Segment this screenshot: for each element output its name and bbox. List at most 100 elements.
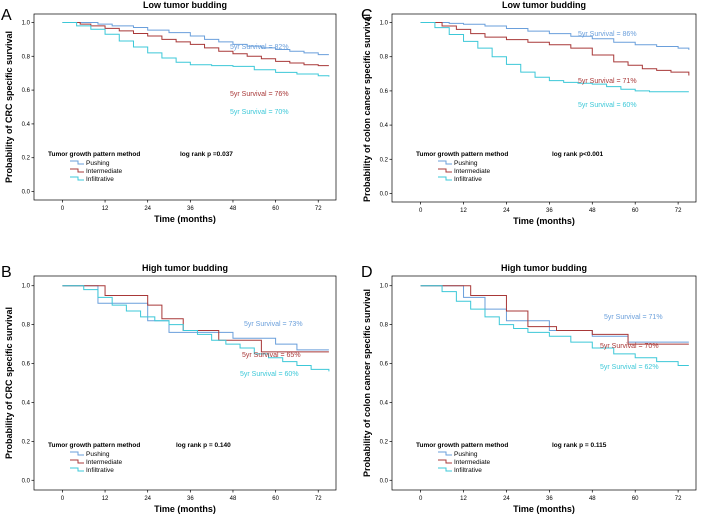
survival-curve-infiltrative xyxy=(420,22,689,93)
legend-swatch-intermediate xyxy=(70,168,84,173)
y-tick-label: 0.0 xyxy=(380,191,389,197)
legend-label-pushing: Pushing xyxy=(454,451,478,458)
survival-annotation-pushing: 5yr Survival = 71% xyxy=(604,314,663,321)
y-tick-label: 0.6 xyxy=(22,88,31,94)
logrank-text: log rank p =0.037 xyxy=(180,151,233,158)
legend-title: Tumor growth pattern method xyxy=(416,442,508,449)
x-tick-label: 36 xyxy=(187,496,194,502)
legend-label-infiltrative: Infiltrative xyxy=(86,467,114,474)
chart-panel-c: C Low tumor budding 0 12 24 36 48 60 72 0.0 0.2 0.4… xyxy=(361,0,697,226)
chart-title: Low tumor budding xyxy=(502,0,586,10)
y-axis-label: Probability of colon cancer specific sur… xyxy=(362,14,372,202)
x-tick-label: 12 xyxy=(460,496,467,502)
y-tick-label: 0.6 xyxy=(22,362,31,368)
legend-swatch-pushing xyxy=(70,451,84,456)
survival-curve-infiltrative xyxy=(420,285,689,366)
plot-frame xyxy=(33,13,337,201)
y-tick-label: 0.2 xyxy=(22,439,31,445)
survival-annotation-infiltrative: 5yr Survival = 60% xyxy=(578,102,637,109)
panel-letter: A xyxy=(1,7,12,24)
survival-annotation-infiltrative: 5yr Survival = 62% xyxy=(600,364,659,371)
survival-curve-intermediate xyxy=(420,285,689,345)
legend-label-pushing: Pushing xyxy=(86,160,110,167)
x-tick-label: 36 xyxy=(546,496,553,502)
survival-curve-intermediate xyxy=(62,285,329,353)
y-axis-label: Probability of CRC specific survival xyxy=(4,307,14,459)
logrank-text: log rank p = 0.140 xyxy=(176,442,231,449)
survival-curve-pushing xyxy=(62,21,329,56)
chart-panel-d: D High tumor budding 0 12 24 36 48 60 72 0.0 0.2 0.… xyxy=(361,263,697,514)
x-tick-label: 24 xyxy=(144,496,151,502)
legend-swatch-pushing xyxy=(70,160,84,165)
x-tick-label: 24 xyxy=(503,208,510,214)
panel-letter: D xyxy=(361,264,373,281)
survival-annotation-intermediate: 5yr Survival = 76% xyxy=(230,91,289,98)
legend-label-intermediate: Intermediate xyxy=(86,168,123,175)
x-tick-label: 0 xyxy=(419,496,423,502)
legend-label-intermediate: Intermediate xyxy=(86,459,123,466)
survival-curve-infiltrative xyxy=(62,285,330,372)
y-tick-label: 0.8 xyxy=(22,323,31,329)
survival-annotation-pushing: 5yr Survival = 86% xyxy=(578,31,637,38)
y-tick-label: 0.2 xyxy=(380,439,389,445)
chart-title: High tumor budding xyxy=(142,263,228,273)
x-tick-label: 12 xyxy=(102,206,109,212)
legend-label-intermediate: Intermediate xyxy=(454,459,491,466)
x-tick-label: 0 xyxy=(61,496,65,502)
survival-curve-intermediate xyxy=(420,22,690,76)
y-tick-label: 0.8 xyxy=(380,55,389,61)
x-tick-label: 36 xyxy=(546,208,553,214)
x-tick-label: 60 xyxy=(272,496,279,502)
x-tick-label: 0 xyxy=(61,206,65,212)
survival-curve-infiltrative xyxy=(62,21,330,77)
y-tick-label: 0.2 xyxy=(22,156,31,162)
x-tick-label: 0 xyxy=(419,208,423,214)
logrank-text: log rank p<0.001 xyxy=(552,151,604,158)
legend-swatch-intermediate xyxy=(438,459,452,464)
x-tick-label: 60 xyxy=(272,206,279,212)
x-tick-label: 48 xyxy=(589,208,596,214)
y-tick-label: 0.4 xyxy=(380,123,389,129)
x-tick-label: 48 xyxy=(589,496,596,502)
x-tick-label: 48 xyxy=(230,206,237,212)
survival-annotation-intermediate: 5yr Survival = 71% xyxy=(578,78,637,85)
y-tick-label: 1.0 xyxy=(22,20,31,26)
legend-swatch-infiltrative xyxy=(70,467,84,472)
survival-curve-pushing xyxy=(420,22,690,50)
x-tick-label: 24 xyxy=(503,496,510,502)
legend-swatch-pushing xyxy=(438,160,452,165)
chart-panel-b: B High tumor budding 0 12 24 36 48 60 72 0.0 0.2 0.… xyxy=(1,263,337,514)
y-tick-label: 0.4 xyxy=(22,122,31,128)
legend-label-pushing: Pushing xyxy=(86,451,110,458)
y-tick-label: 1.0 xyxy=(380,284,389,290)
plot-frame xyxy=(33,275,337,491)
survival-curve-pushing xyxy=(62,285,329,351)
y-tick-label: 0.0 xyxy=(380,478,389,484)
y-axis-label: Probability of CRC specific survival xyxy=(4,31,14,183)
plot-frame xyxy=(391,275,697,491)
y-tick-label: 0.0 xyxy=(22,190,31,196)
y-tick-label: 1.0 xyxy=(22,284,31,290)
legend-swatch-infiltrative xyxy=(438,467,452,472)
y-tick-label: 1.0 xyxy=(380,21,389,27)
y-tick-label: 0.8 xyxy=(380,323,389,329)
x-axis-label: Time (months) xyxy=(154,504,216,514)
legend-label-pushing: Pushing xyxy=(454,160,478,167)
survival-annotation-infiltrative: 5yr Survival = 70% xyxy=(230,109,289,116)
x-tick-label: 72 xyxy=(675,208,682,214)
legend-label-infiltrative: Infiltrative xyxy=(86,176,114,183)
y-tick-label: 0.4 xyxy=(22,400,31,406)
legend-title: Tumor growth pattern method xyxy=(48,151,140,158)
x-tick-label: 60 xyxy=(632,208,639,214)
x-tick-label: 60 xyxy=(632,496,639,502)
legend-title: Tumor growth pattern method xyxy=(416,151,508,158)
x-tick-label: 24 xyxy=(144,206,151,212)
x-axis-label: Time (months) xyxy=(513,216,575,226)
legend-swatch-infiltrative xyxy=(70,176,84,181)
x-axis-label: Time (months) xyxy=(513,504,575,514)
x-axis-label: Time (months) xyxy=(154,214,216,224)
x-tick-label: 72 xyxy=(675,496,682,502)
x-tick-label: 48 xyxy=(230,496,237,502)
chart-title: High tumor budding xyxy=(501,263,587,273)
